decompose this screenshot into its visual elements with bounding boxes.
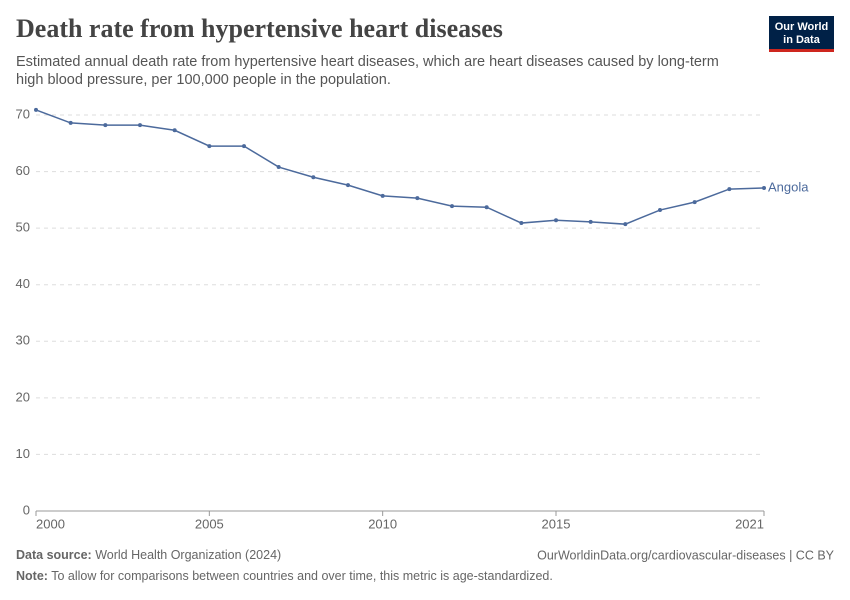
- point: [519, 221, 524, 226]
- point: [172, 128, 177, 133]
- point: [138, 123, 142, 128]
- source: Data source: World Health Organization (…: [16, 548, 281, 562]
- point: [484, 205, 489, 210]
- url[interactable]: OurWorldinData.org/cardiovascular-diseas…: [537, 548, 835, 562]
- point: [207, 144, 212, 149]
- point: [34, 107, 38, 112]
- point: [554, 218, 558, 223]
- point: [346, 183, 350, 188]
- y-tick-label: 10: [16, 446, 30, 461]
- series-line: [35, 109, 765, 225]
- point: [623, 222, 628, 227]
- point: [276, 165, 281, 170]
- x-tick-label: 2005: [195, 516, 224, 531]
- chart-title: Death rate from hypertensive heart disea…: [16, 14, 503, 43]
- point: [415, 196, 420, 201]
- x-tick-label: 2000: [36, 516, 65, 531]
- y-tick-label: 70: [16, 106, 30, 121]
- y-tick-label: 50: [16, 220, 30, 235]
- y-tick-label: 0: [23, 502, 30, 517]
- y-tick-label: 30: [16, 333, 30, 348]
- subtitle: high blood pressure, per 100,000 people …: [16, 72, 391, 88]
- note: Note: To allow for comparisons between c…: [16, 569, 553, 583]
- logo[interactable]: Our World in Data: [769, 16, 834, 52]
- note-label: Note:: [16, 569, 48, 583]
- point: [692, 200, 697, 205]
- logo-bar: [769, 49, 834, 52]
- point: [380, 193, 385, 198]
- y-tick-label: 20: [16, 389, 30, 404]
- point: [311, 175, 316, 180]
- point: [588, 219, 593, 224]
- y-tick-label: 40: [16, 276, 30, 291]
- source-text: World Health Organization (2024): [95, 548, 281, 562]
- series-label: Angola: [768, 179, 809, 194]
- point: [658, 208, 662, 213]
- point: [103, 123, 108, 128]
- x-tick-label: 2021: [735, 516, 764, 531]
- x-tick-label: 2015: [542, 516, 571, 531]
- subtitle: Estimated annual death rate from hyperte…: [16, 54, 719, 70]
- note-text: To allow for comparisons between countri…: [51, 569, 553, 583]
- source-label: Data source:: [16, 548, 92, 562]
- logo-text: Our World: [775, 21, 829, 33]
- point: [727, 187, 732, 192]
- logo-text: in Data: [783, 34, 821, 46]
- y-tick-label: 60: [16, 163, 30, 178]
- x-tick-label: 2010: [368, 516, 397, 531]
- point: [242, 144, 246, 149]
- logo-box: [769, 16, 834, 52]
- point: [450, 204, 454, 209]
- point: [68, 120, 73, 125]
- point: [762, 185, 766, 190]
